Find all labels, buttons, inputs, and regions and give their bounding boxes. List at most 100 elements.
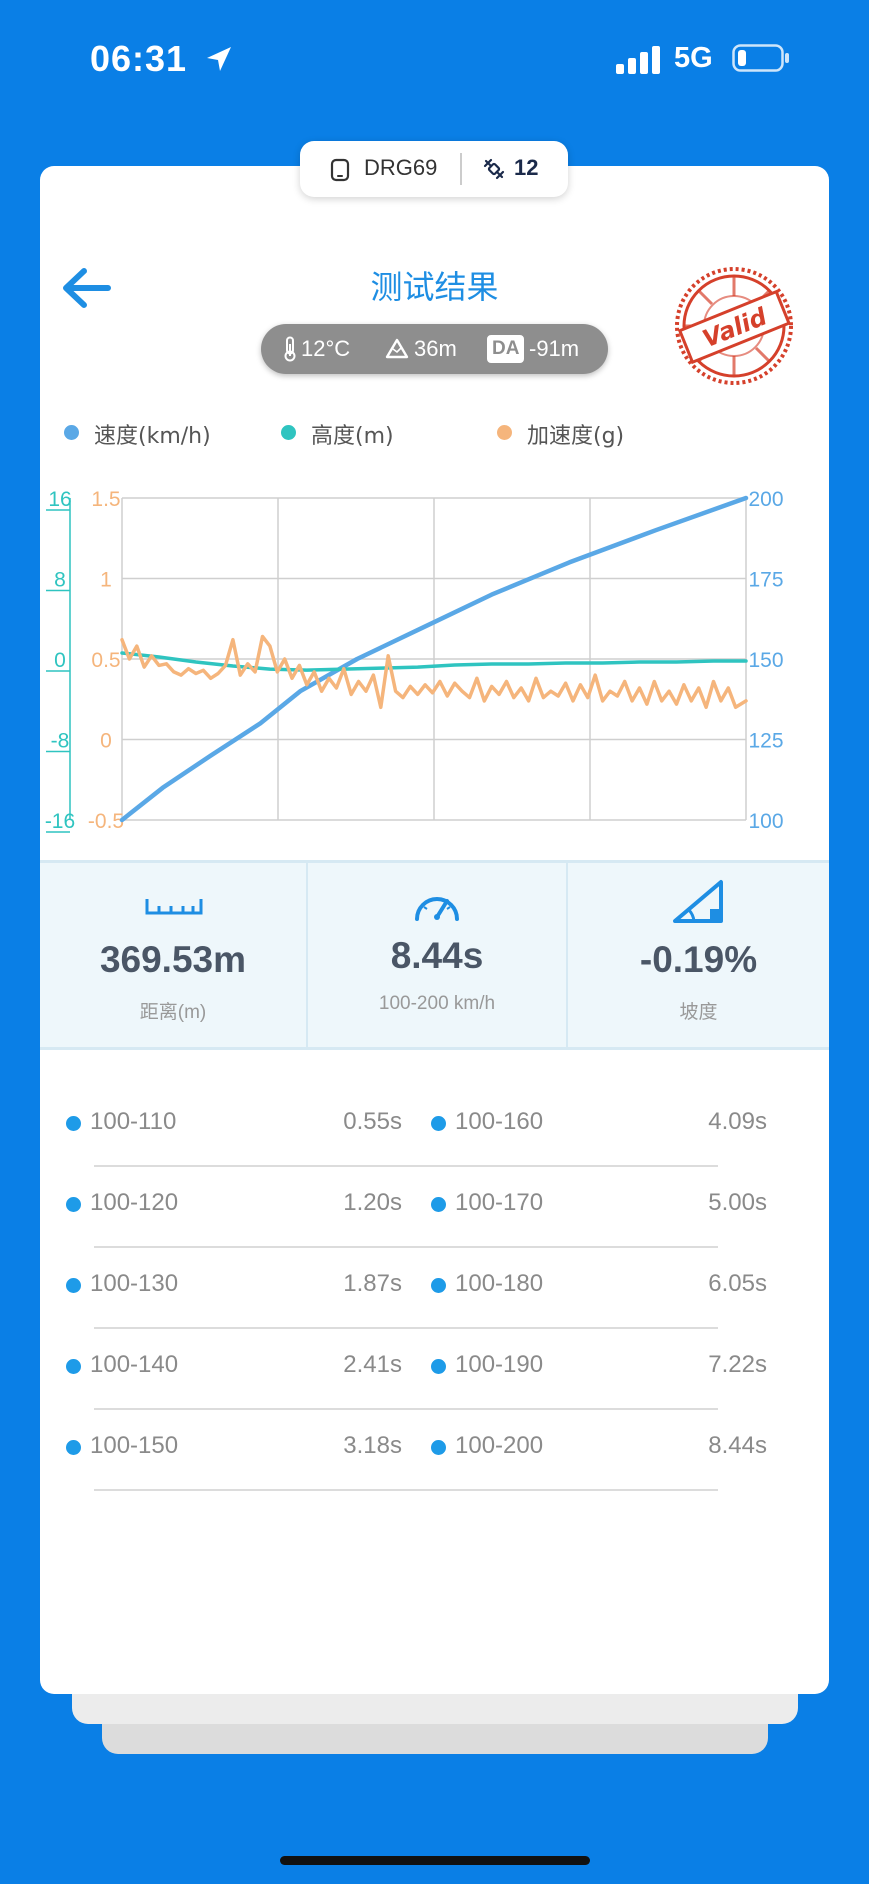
status-bar: 06:31 5G xyxy=(0,0,869,120)
stats-divider xyxy=(566,863,568,1047)
split-time: 2.41s xyxy=(343,1351,402,1378)
thermometer-icon xyxy=(284,336,296,362)
valid-stamp-icon: Valid xyxy=(675,267,793,385)
split-time: 6.05s xyxy=(708,1270,767,1297)
split-time: 3.18s xyxy=(343,1432,402,1459)
speed-tick-label: 125 xyxy=(748,730,783,753)
speed-tick-label: 200 xyxy=(748,488,783,511)
list-item: 100-110 0.55s 100-160 4.09s xyxy=(40,1086,829,1167)
satellite-count: 12 xyxy=(514,155,539,180)
split-time: 7.22s xyxy=(708,1351,767,1378)
altitude-tick-label: 8 xyxy=(54,569,66,592)
stat-time: 8.44s 100-200 km/h xyxy=(308,863,566,1047)
split-time: 1.20s xyxy=(343,1189,402,1216)
altitude-tick-label: 0 xyxy=(54,649,66,672)
legend-speed-dot xyxy=(64,425,79,440)
result-chart: 16 8 0 -8 -16 1.5 1 0.5 0 -0.5 200 175 150 125 100 xyxy=(45,488,784,833)
mountain-icon xyxy=(385,338,409,359)
list-item: 100-120 1.20s 100-170 5.00s xyxy=(40,1167,829,1248)
split-item: 100-120 1.20s xyxy=(66,1189,402,1225)
split-time: 0.55s xyxy=(343,1108,402,1135)
altitude-tick-label: -16 xyxy=(45,810,75,833)
legend-acceleration-dot xyxy=(497,425,512,440)
device-divider xyxy=(460,153,462,185)
row-divider xyxy=(94,1246,718,1248)
stats-divider xyxy=(306,863,308,1047)
legend-acceleration-label: 加速度(g) xyxy=(527,424,625,449)
split-time: 8.44s xyxy=(708,1432,767,1459)
speed-tick-label: 175 xyxy=(748,569,783,592)
status-time: 06:31 xyxy=(90,38,188,79)
satellite-icon xyxy=(483,158,505,180)
split-dot xyxy=(66,1440,81,1455)
split-dot xyxy=(66,1278,81,1293)
environment-pill: 12°C 36m DA -91m xyxy=(261,324,608,374)
result-card: 测试结果 Valid 12°C 36m DA -91m 速度(km/h xyxy=(40,166,829,1694)
split-dot xyxy=(66,1197,81,1212)
temperature-value: 12°C xyxy=(301,336,351,361)
location-arrow-icon xyxy=(207,47,231,71)
split-range: 100-160 xyxy=(455,1108,544,1135)
split-item: 100-170 5.00s xyxy=(431,1189,767,1225)
stat-distance-label: 距离(m) xyxy=(139,1002,207,1023)
row-divider xyxy=(94,1489,718,1491)
acceleration-tick-label: 1.5 xyxy=(91,488,120,511)
legend-altitude-dot xyxy=(281,425,296,440)
device-name: DRG69 xyxy=(364,155,438,180)
split-item: 100-110 0.55s xyxy=(66,1108,402,1144)
legend-altitude-label: 高度(m) xyxy=(311,424,394,449)
split-dot xyxy=(66,1359,81,1374)
device-pill[interactable]: DRG69 12 xyxy=(300,141,568,197)
series-line-speed xyxy=(119,495,749,823)
battery-icon xyxy=(732,44,789,72)
split-item: 100-150 3.18s xyxy=(66,1432,402,1468)
split-range: 100-110 xyxy=(90,1108,177,1135)
stat-time-label: 100-200 km/h xyxy=(378,993,496,1014)
split-item: 100-130 1.87s xyxy=(66,1270,402,1306)
density-altitude-badge: DA xyxy=(487,335,525,363)
stat-time-value: 8.44s xyxy=(390,935,484,976)
speed-tick-label: 100 xyxy=(748,810,783,833)
stat-distance: 369.53m 距离(m) xyxy=(40,863,306,1047)
split-item: 100-190 7.22s xyxy=(431,1351,767,1387)
altitude-value: 36m xyxy=(414,336,457,361)
split-dot xyxy=(431,1278,446,1293)
home-indicator xyxy=(280,1856,590,1865)
row-divider xyxy=(94,1165,718,1167)
row-divider xyxy=(94,1327,718,1329)
stat-slope: -0.19% 坡度 xyxy=(568,863,829,1047)
split-dot xyxy=(431,1440,446,1455)
split-range: 100-170 xyxy=(455,1189,544,1216)
speedometer-icon xyxy=(415,897,459,921)
split-dot xyxy=(431,1359,446,1374)
row-divider xyxy=(94,1408,718,1410)
split-time: 1.87s xyxy=(343,1270,402,1297)
stat-slope-value: -0.19% xyxy=(639,939,758,980)
stat-distance-value: 369.53m xyxy=(99,939,247,980)
network-type: 5G xyxy=(674,42,713,74)
back-arrow-icon[interactable] xyxy=(60,266,112,310)
stat-slope-label: 坡度 xyxy=(679,1002,718,1023)
split-range: 100-150 xyxy=(90,1432,179,1459)
altitude-tick-label: 16 xyxy=(48,488,71,511)
page-title: 测试结果 xyxy=(370,268,499,306)
list-item: 100-150 3.18s 100-200 8.44s xyxy=(40,1410,829,1491)
split-dot xyxy=(431,1197,446,1212)
acceleration-tick-label: 0 xyxy=(100,730,112,753)
ruler-icon xyxy=(145,899,203,915)
legend-speed-label: 速度(km/h) xyxy=(94,424,211,449)
list-item: 100-140 2.41s 100-190 7.22s xyxy=(40,1329,829,1410)
split-dot xyxy=(66,1116,81,1131)
split-range: 100-180 xyxy=(455,1270,544,1297)
series-line-acceleration xyxy=(120,634,748,710)
split-range: 100-140 xyxy=(90,1351,179,1378)
density-altitude-value: -91m xyxy=(529,336,580,361)
split-range: 100-200 xyxy=(455,1432,544,1459)
device-icon xyxy=(330,158,350,182)
list-item: 100-130 1.87s 100-180 6.05s xyxy=(40,1248,829,1329)
split-time: 5.00s xyxy=(708,1189,767,1216)
split-item: 100-180 6.05s xyxy=(431,1270,767,1306)
acceleration-tick-label: 0.5 xyxy=(91,649,120,672)
speed-tick-label: 150 xyxy=(748,649,783,672)
acceleration-tick-label: -0.5 xyxy=(88,810,124,833)
